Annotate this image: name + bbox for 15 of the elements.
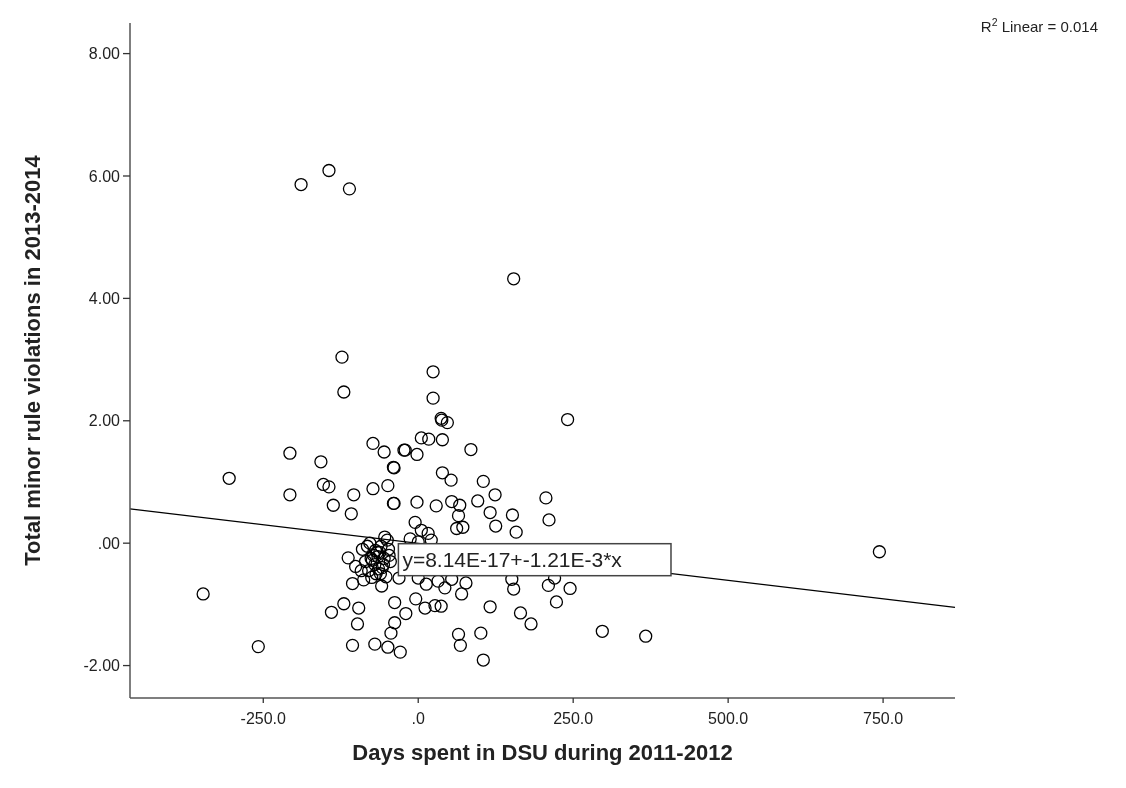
y-tick-label: 6.00 (88, 167, 121, 185)
text: R$^{2}$ Linear = 0.014 (980, 16, 1098, 35)
y-tick-label: -2.00 (83, 657, 121, 675)
y-tick-label: 8.00 (88, 45, 121, 63)
x-tick-label: 500.0 (708, 710, 749, 727)
y-tick-label: .00 (97, 534, 121, 552)
y-axis-title: Total minor rule violations in 2013-2014 (20, 154, 45, 566)
x-tick-label: -250.0 (240, 710, 287, 727)
x-axis-title: Days spent in DSU during 2011-2012 (352, 740, 733, 765)
annotation: y=8.14E-17+-1.21E-3*x (402, 548, 623, 572)
x-tick-label: 750.0 (863, 710, 904, 727)
x-tick-label: .0 (411, 710, 425, 727)
y-tick-label: 4.00 (88, 289, 121, 307)
x-tick-label: 250.0 (553, 710, 594, 727)
y-tick-label: 2.00 (88, 412, 121, 430)
